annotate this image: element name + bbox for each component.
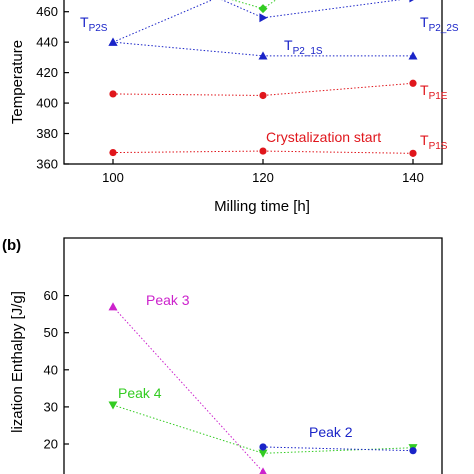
x-tick-label: 100 bbox=[102, 170, 124, 185]
data-point bbox=[408, 51, 418, 60]
panel-b-y-axis-label: lization Enthalpy [J/g] bbox=[9, 291, 26, 433]
y-tick-label: 420 bbox=[36, 65, 58, 80]
data-point bbox=[258, 449, 268, 458]
panel-a-markers bbox=[108, 0, 418, 157]
data-point bbox=[108, 401, 118, 410]
series-line bbox=[112, 0, 214, 43]
x-tick-label: 120 bbox=[252, 170, 274, 185]
y-tick-label: 30 bbox=[44, 399, 58, 414]
data-point bbox=[258, 4, 268, 14]
label-t-p1s: TP1S bbox=[420, 132, 448, 152]
series-line bbox=[112, 306, 264, 473]
series-line bbox=[231, 0, 277, 10]
y-tick-label: 400 bbox=[36, 96, 58, 111]
data-point bbox=[409, 0, 414, 3]
data-point bbox=[259, 467, 267, 474]
x-tick-label: 140 bbox=[402, 170, 424, 185]
data-point bbox=[259, 147, 267, 155]
panel-a: 360 380 400 420 440 460 100 120 140 Temperature… bbox=[9, 0, 459, 215]
annotation-crystalization-start: Crystalization start bbox=[266, 129, 381, 145]
data-point bbox=[109, 148, 117, 157]
panel-b-frame bbox=[63, 237, 443, 474]
panel-b-label: (b) bbox=[2, 237, 21, 254]
panel-a-y-ticks: 360 380 400 420 440 460 bbox=[36, 4, 69, 172]
data-point bbox=[108, 302, 118, 311]
data-point bbox=[259, 443, 267, 451]
series-line bbox=[262, 446, 414, 452]
data-point bbox=[258, 51, 268, 60]
y-tick-label: 440 bbox=[36, 35, 58, 50]
label-peak-2: Peak 2 bbox=[309, 424, 353, 440]
series-line bbox=[221, 0, 264, 19]
panel-b: 20 30 40 50 60 (b) lization Enthalpy [J/g] P… bbox=[2, 237, 443, 474]
panel-a-x-ticks: 100 120 140 bbox=[102, 159, 424, 185]
y-tick-label: 40 bbox=[44, 362, 58, 377]
label-t-p2-2s: TP2_2S bbox=[420, 14, 459, 34]
y-tick-label: 380 bbox=[36, 126, 58, 141]
panel-b-y-ticks: 20 30 40 50 60 bbox=[44, 288, 69, 452]
panel-a-y-axis-label: Temperature bbox=[9, 40, 26, 124]
label-t-p2-1s: TP2_1S bbox=[284, 37, 323, 57]
series-line bbox=[112, 150, 414, 154]
data-point bbox=[259, 13, 268, 23]
series-line bbox=[262, 0, 402, 19]
label-peak-3: Peak 3 bbox=[146, 292, 190, 308]
label-t-p2s: TP2S bbox=[80, 14, 108, 34]
panel-a-frame bbox=[63, 0, 443, 165]
panel-a-x-axis-label: Milling time [h] bbox=[214, 198, 310, 215]
label-peak-4: Peak 4 bbox=[118, 385, 162, 401]
panel-b-markers bbox=[108, 302, 418, 474]
data-point bbox=[108, 37, 118, 46]
data-point bbox=[409, 447, 417, 455]
y-tick-label: 360 bbox=[36, 157, 58, 172]
y-tick-label: 20 bbox=[44, 437, 58, 452]
data-point bbox=[259, 91, 267, 100]
data-point bbox=[409, 79, 417, 87]
y-tick-label: 460 bbox=[36, 4, 58, 19]
y-tick-label: 60 bbox=[44, 288, 58, 303]
data-point bbox=[109, 90, 117, 98]
y-tick-label: 50 bbox=[44, 325, 58, 340]
label-t-p1e: TP1E bbox=[420, 82, 448, 102]
data-point bbox=[409, 149, 417, 157]
series-line bbox=[112, 82, 414, 96]
